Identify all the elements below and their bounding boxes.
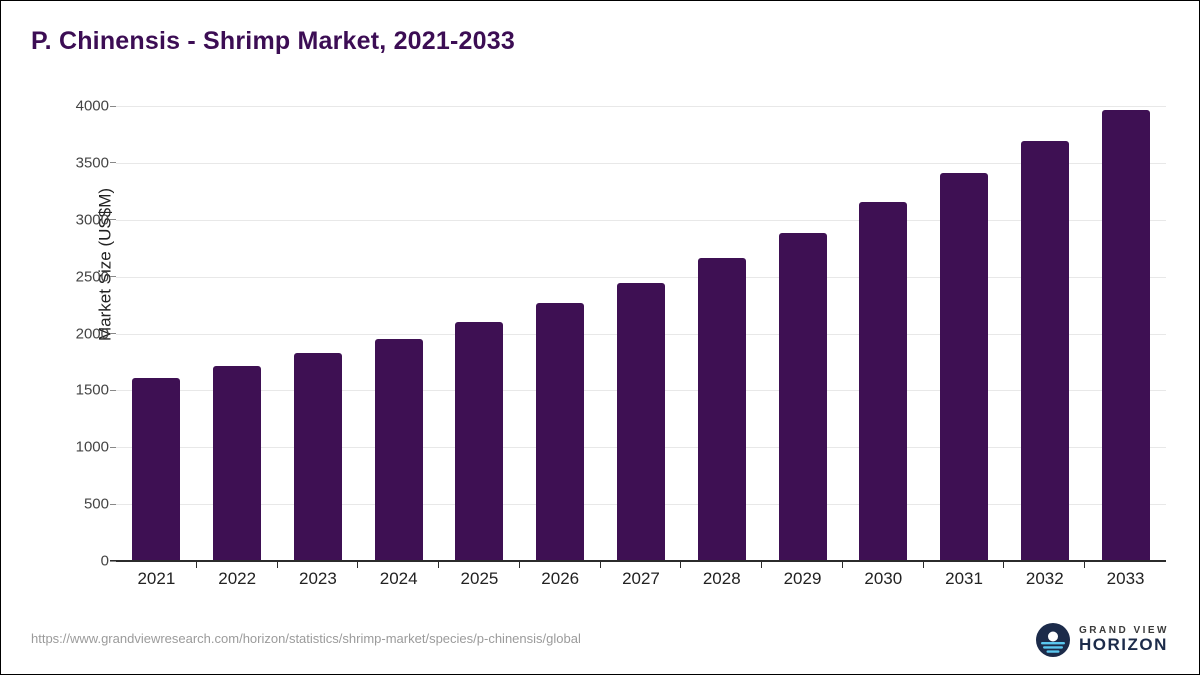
bar-2030 [859,202,908,561]
x-tick-label: 2021 [137,569,176,588]
x-tick-label: 2029 [783,569,822,588]
bar-2024 [374,339,423,561]
x-tick-mark [680,562,682,568]
y-tick-label: 2500 [75,268,109,286]
x-tick-label: 2028 [702,569,741,588]
bar-2022 [213,365,262,561]
bar-2021 [132,377,181,561]
gridline [116,219,1166,221]
y-tick-label: 500 [83,495,109,513]
brand-name-bottom: HORIZON [1079,635,1168,655]
source-url: https://www.grandviewresearch.com/horizo… [31,631,581,646]
y-tick-label: 1000 [75,438,109,456]
chart-title: P. Chinensis - Shrimp Market, 2021-2033 [31,27,515,55]
bar-2027 [616,283,665,561]
bar-slot [358,106,440,568]
y-tick-mark [110,162,116,164]
y-tick-label: 1500 [75,381,109,399]
y-tick-label: 0 [100,552,109,570]
bar-slot [601,106,682,568]
bar-slot [924,106,1005,568]
x-tick-label: 2030 [864,569,903,588]
y-tick-mark [110,276,116,278]
y-tick-label: 3000 [75,211,109,229]
y-tick-mark [110,219,116,221]
gridline [116,106,1166,107]
gridline [116,162,1166,164]
gridline [116,276,1166,278]
x-tick-label: 2032 [1025,569,1064,588]
x-tick-mark [1003,562,1005,568]
x-axis-line [110,560,1166,562]
y-tick-label: 4000 [75,97,109,115]
x-tick-mark [438,562,440,568]
y-tick-mark [110,105,116,107]
bar-2023 [293,352,342,561]
bar-slot [197,106,278,568]
bar-slot [762,106,843,568]
x-tick-mark [922,562,924,568]
x-tick-mark [357,562,359,568]
bar-2031 [940,172,989,561]
bar-2033 [1101,109,1150,561]
x-tick-mark [761,562,763,568]
bar-2025 [455,322,504,561]
bar-slot [520,106,601,568]
bars-group [116,106,1166,568]
bar-slot [439,106,520,568]
x-tick-mark [276,562,278,568]
y-tick-mark [110,503,116,505]
x-tick-mark [518,562,520,568]
bar-slot [1085,106,1166,561]
x-tick-label: 2023 [299,569,337,588]
y-tick-label: 2000 [75,325,109,342]
plot-area [110,105,1166,568]
bar-slot [116,106,197,568]
x-tick-mark [599,562,601,568]
y-tick-label: 3500 [75,154,109,172]
x-tick-label: 2024 [379,569,418,588]
grand-view-horizon-logo-icon [1036,623,1070,657]
y-tick-mark [110,560,116,562]
x-tick-mark [841,562,843,568]
bar-2028 [697,258,746,561]
x-tick-label: 2027 [622,569,660,588]
bar-slot [278,106,359,568]
bar-2026 [536,303,585,561]
x-tick-label: 2026 [541,569,580,588]
x-tick-mark [195,562,197,568]
brand-logo-text: GRAND VIEW HORIZON [1079,625,1169,655]
x-tick-label: 2033 [1106,569,1145,588]
bar-2029 [778,232,827,561]
x-tick-label: 2025 [460,569,499,588]
x-axis-labels: 2021 2022 2023 2024 2025 2026 2027 2028 2029 2030… [116,569,1166,589]
brand-logo: GRAND VIEW HORIZON [1036,623,1169,657]
bar-2032 [1020,141,1069,561]
y-tick-mark [110,333,116,334]
x-tick-label: 2031 [945,569,983,588]
brand-name-top: GRAND VIEW [1079,625,1169,637]
bar-slot [1004,106,1086,568]
y-tick-mark [110,446,116,448]
x-tick-mark [1084,562,1086,568]
bar-slot [843,106,924,568]
x-tick-label: 2022 [218,569,257,588]
y-tick-mark [110,389,116,391]
bar-slot [681,106,763,568]
